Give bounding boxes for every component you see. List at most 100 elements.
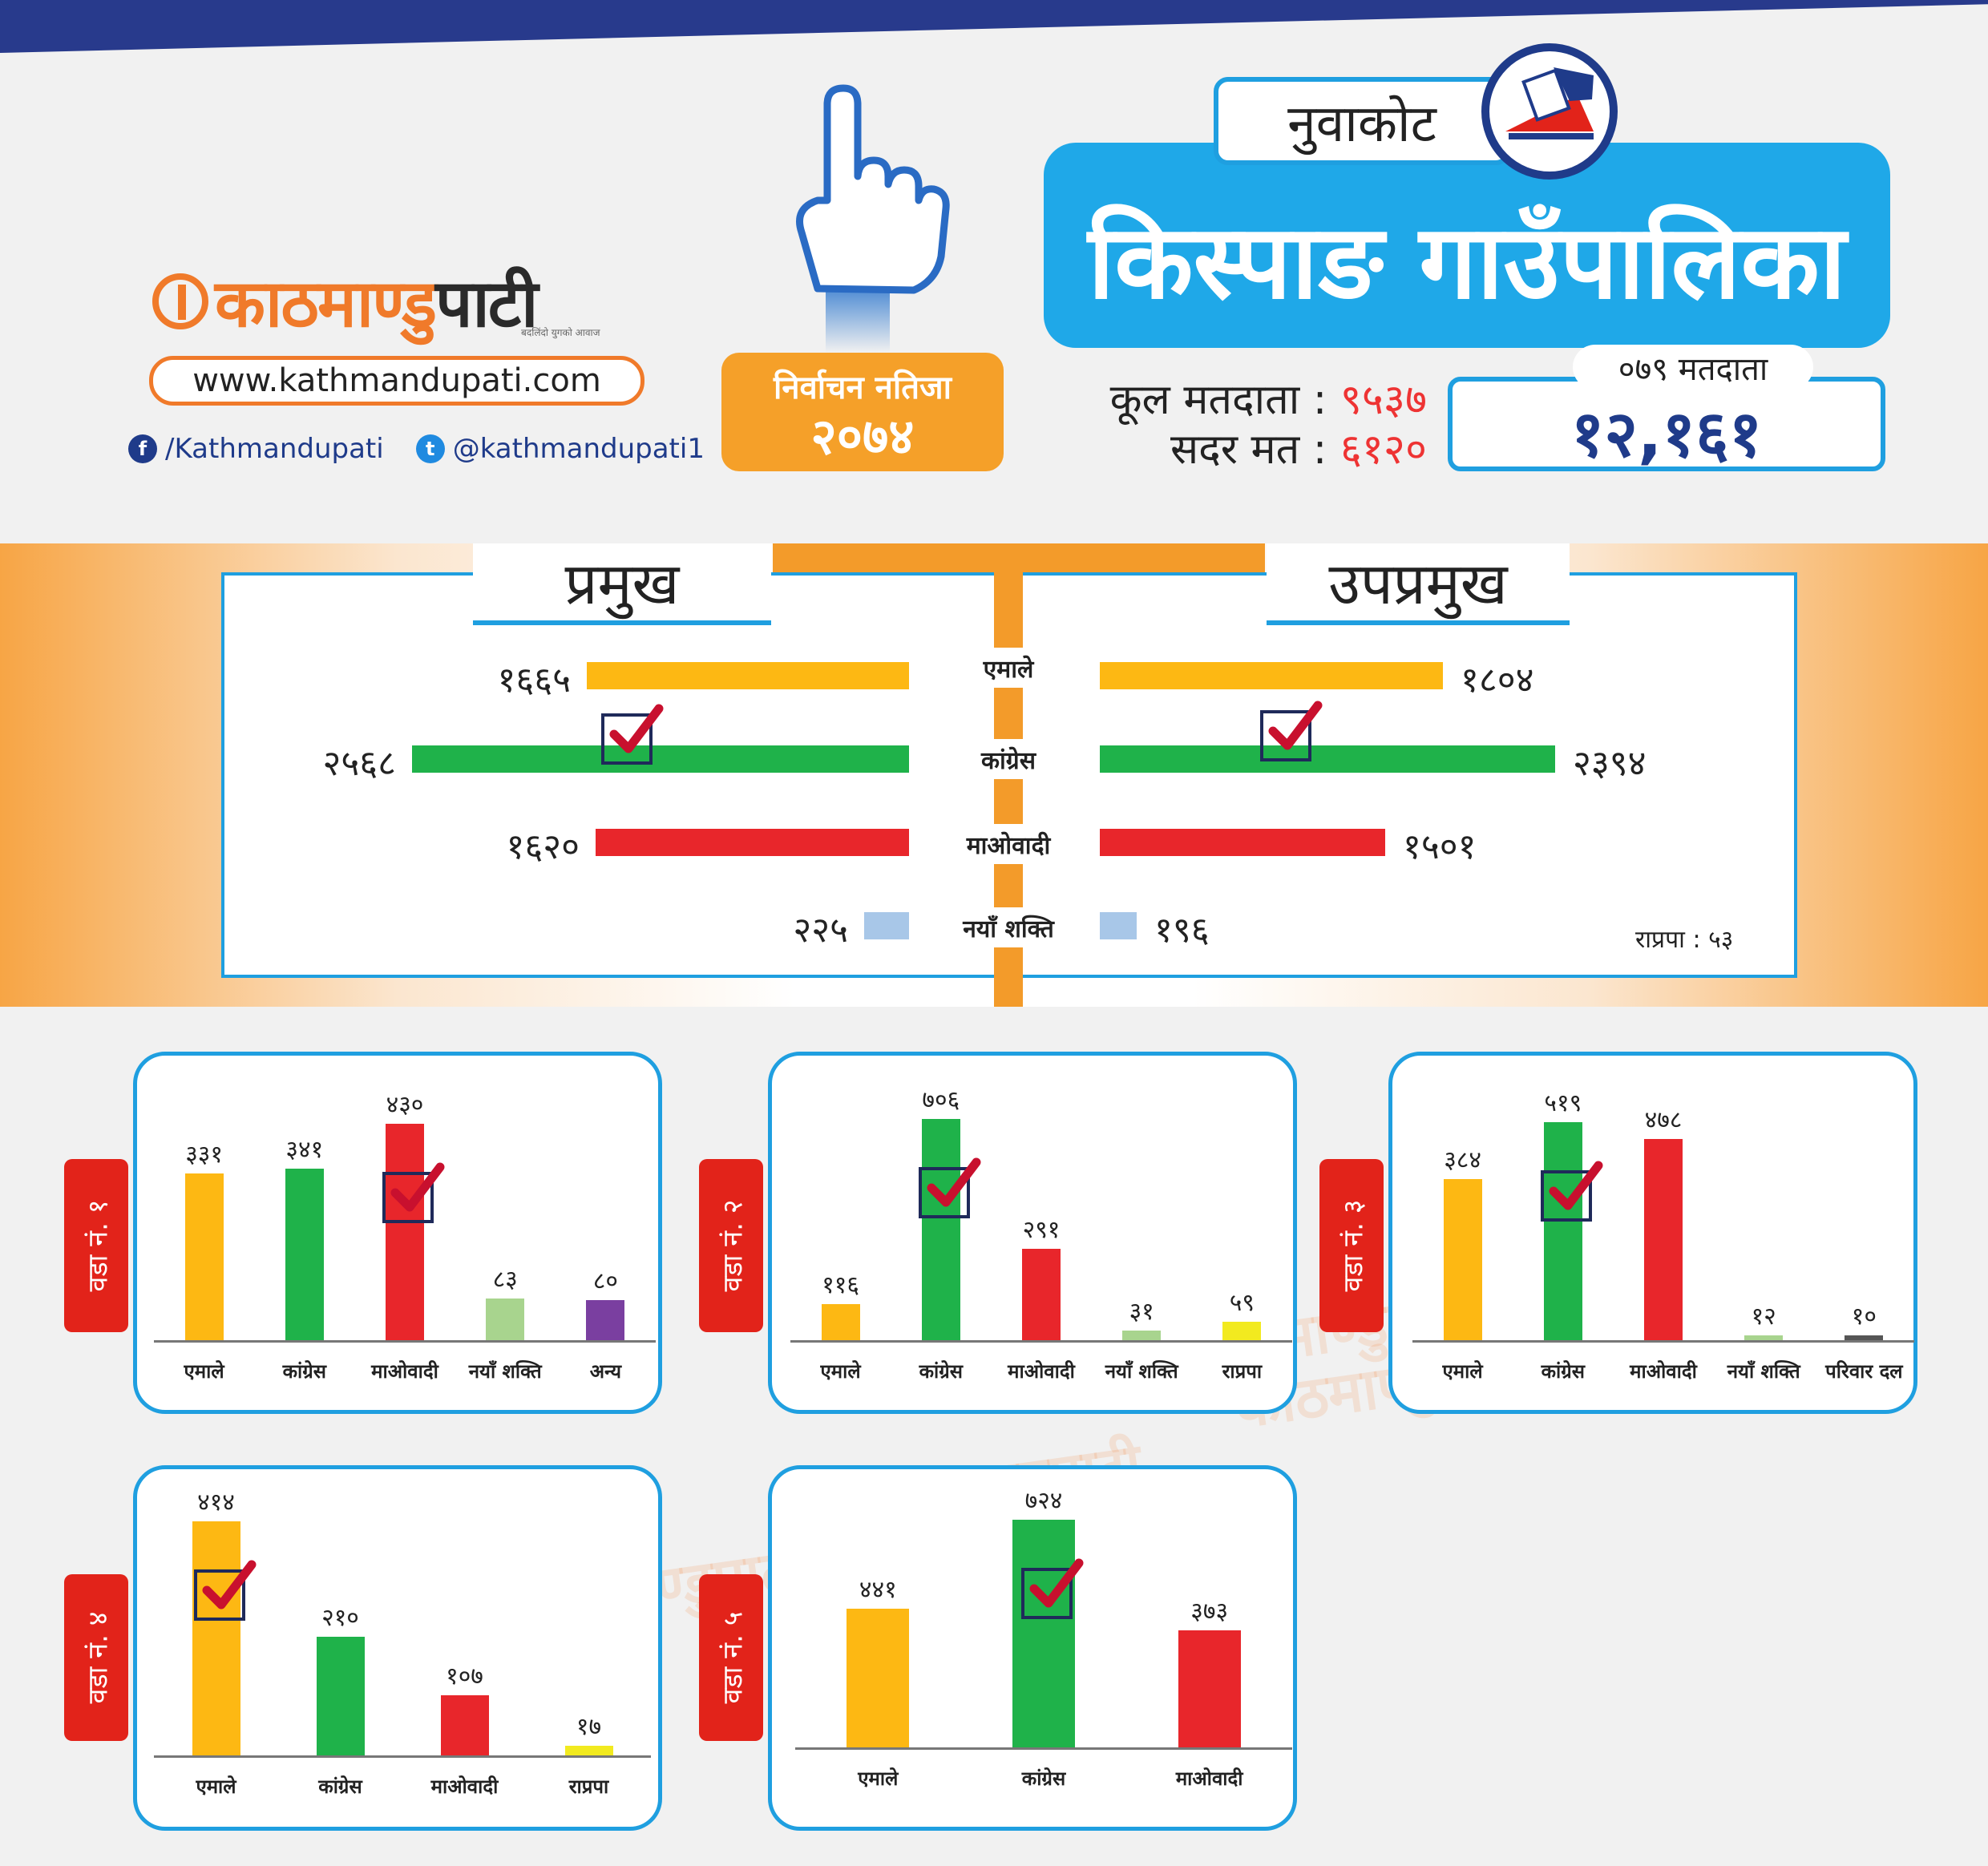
- ward2-category-0: एमाले: [820, 1360, 861, 1383]
- ward3-winner-check-icon: [1540, 1161, 1603, 1222]
- ward3-category-1: कांग्रेस: [1541, 1360, 1585, 1383]
- voters-079-box: [1448, 377, 1885, 471]
- ward2-value-2: २९१: [1022, 1216, 1061, 1244]
- ward-title: वडा नं. १: [82, 1199, 114, 1292]
- ward5-winner-check-icon: [1021, 1558, 1084, 1619]
- ward3-value-0: ३८४: [1444, 1146, 1481, 1174]
- band-connector: [773, 543, 1265, 572]
- upapramukh-bar-0: [1100, 662, 1443, 689]
- palika-title: किस्पाङ गाउँपालिका: [1044, 143, 1890, 348]
- ward2-bar-3: [1122, 1331, 1162, 1340]
- ward-title: वडा नं. ३: [1337, 1199, 1369, 1292]
- district-name: नुवाकोट: [1214, 77, 1510, 165]
- ward5-category-0: एमाले: [858, 1767, 899, 1790]
- ward1-bar-3: [486, 1299, 525, 1340]
- ward3-bar-2: [1644, 1139, 1683, 1340]
- party-label-maoist: माओवादी: [951, 824, 1066, 864]
- ward4-value-2: १०७: [446, 1662, 483, 1690]
- ward3-category-4: परिवार दल: [1825, 1360, 1903, 1383]
- ward3-category-3: नयाँ शक्ति: [1727, 1360, 1800, 1383]
- ward2-category-4: राप्रपा: [1222, 1360, 1263, 1383]
- ward-tab-4: वडा नं. ४: [64, 1574, 128, 1741]
- facebook-link[interactable]: /Kathmandupati: [165, 433, 384, 465]
- twitter-link[interactable]: @kathmandupati1: [452, 433, 705, 465]
- upapramukh-bar-2: [1100, 829, 1385, 856]
- election-result-badge: निर्वाचन नतिजा २०७४: [721, 353, 1004, 471]
- ward4-bar-3: [564, 1746, 613, 1755]
- pramukh-bar-3: [864, 912, 909, 939]
- tab-upapramukh: उपप्रमुख: [1267, 543, 1570, 625]
- ballot-box-icon: [1481, 43, 1618, 180]
- ward4-category-1: कांग्रेस: [318, 1775, 362, 1798]
- ward2-category-1: कांग्रेस: [919, 1360, 963, 1383]
- ward1-value-1: ३४१: [285, 1136, 324, 1164]
- pramukh-value-1: २५६८: [322, 743, 396, 784]
- rpp-note: राप्रपा : ५३: [1635, 926, 1734, 954]
- ward4-bar-2: [440, 1695, 489, 1755]
- pramukh-value-3: २२५: [793, 910, 848, 951]
- logo-text: काठमाण्डुपाटी: [215, 266, 538, 342]
- ward4-category-2: माओवादी: [430, 1775, 499, 1798]
- ward1-value-0: ३३१: [185, 1141, 223, 1169]
- ward-tab-1: वडा नं. १: [64, 1159, 128, 1332]
- ward3-bar-1: [1543, 1122, 1582, 1340]
- website-link[interactable]: www.kathmandupati.com: [149, 356, 644, 406]
- result-year: २०७४: [810, 407, 915, 466]
- pramukh-bar-0: [587, 662, 909, 689]
- ward-tab-2: वडा नं. २: [699, 1159, 763, 1332]
- ward2-bar-0: [821, 1304, 860, 1340]
- upapramukh-value-3: १९६: [1154, 910, 1210, 951]
- party-label-naya-shakti: नयाँ शक्ति: [951, 907, 1066, 947]
- ward2-bar-1: [921, 1119, 960, 1340]
- ward4-category-0: एमाले: [196, 1775, 236, 1798]
- ward1-category-1: कांग्रेस: [282, 1360, 326, 1383]
- ward2-category-2: माओवादी: [1008, 1360, 1075, 1383]
- ward3-value-3: १२: [1751, 1303, 1776, 1331]
- upapramukh-value-2: १५०१: [1403, 826, 1477, 867]
- ward3-bar-0: [1443, 1179, 1482, 1340]
- logo-mark-icon: [152, 273, 208, 329]
- upapramukh-value-1: २३९४: [1573, 743, 1647, 784]
- ward3-value-4: १०: [1851, 1303, 1877, 1331]
- social-links: f /Kathmandupati t @kathmandupati1: [128, 433, 705, 465]
- pramukh-bar-2: [596, 829, 909, 856]
- ward1-bar-2: [386, 1124, 424, 1340]
- ward3-category-2: माओवादी: [1630, 1360, 1697, 1383]
- ward-baseline-1: [154, 1340, 656, 1343]
- pramukh-value-2: १६२०: [506, 826, 580, 867]
- ward2-bar-4: [1222, 1322, 1262, 1340]
- valid-votes-label: सदर मत :: [1170, 426, 1327, 474]
- voting-hand-icon: [796, 84, 950, 353]
- ward4-value-3: १७: [576, 1713, 602, 1741]
- ward1-category-2: माओवादी: [371, 1360, 438, 1383]
- band-spine-bottom: [994, 978, 1023, 1007]
- ward-title: वडा नं. २: [717, 1199, 749, 1292]
- ward1-winner-check-icon: [382, 1162, 445, 1223]
- pramukh-winner-check-icon: [601, 704, 664, 765]
- ward5-bar-2: [1178, 1630, 1241, 1747]
- ward5-value-2: ३७३: [1190, 1597, 1229, 1626]
- ward5-category-2: माओवादी: [1175, 1767, 1243, 1790]
- voter-stats: कूल मतदाता : ९५३७ सदर मत : ६१२०: [1058, 375, 1427, 475]
- ward2-value-4: ५९: [1229, 1289, 1255, 1317]
- ward1-value-4: ८०: [592, 1267, 618, 1295]
- ward1-category-0: एमाले: [184, 1360, 224, 1383]
- ward3-value-1: ५१९: [1544, 1089, 1582, 1117]
- ward2-value-1: ७०६: [922, 1086, 960, 1114]
- ward2-winner-check-icon: [918, 1157, 981, 1218]
- ward1-category-3: नयाँ शक्ति: [468, 1360, 542, 1383]
- ward5-bar-1: [1012, 1520, 1075, 1747]
- ward4-bar-1: [316, 1637, 365, 1755]
- logo: काठमाण्डुपाटी: [152, 256, 538, 346]
- ward2-category-3: नयाँ शक्ति: [1105, 1360, 1178, 1383]
- ward3-value-2: ४७८: [1644, 1106, 1683, 1134]
- voters-079-label: ०७९ मतदाता: [1573, 345, 1813, 390]
- ward2-value-0: ११६: [822, 1271, 859, 1299]
- upapramukh-bar-3: [1100, 912, 1137, 939]
- ward4-value-1: २१०: [321, 1604, 359, 1632]
- top-banner: [0, 0, 1988, 53]
- pramukh-value-0: १६६५: [497, 660, 571, 701]
- pramukh-bar-1: [412, 745, 909, 773]
- total-voters-label: कूल मतदाता :: [1109, 376, 1327, 424]
- tab-pramukh: प्रमुख: [473, 543, 771, 625]
